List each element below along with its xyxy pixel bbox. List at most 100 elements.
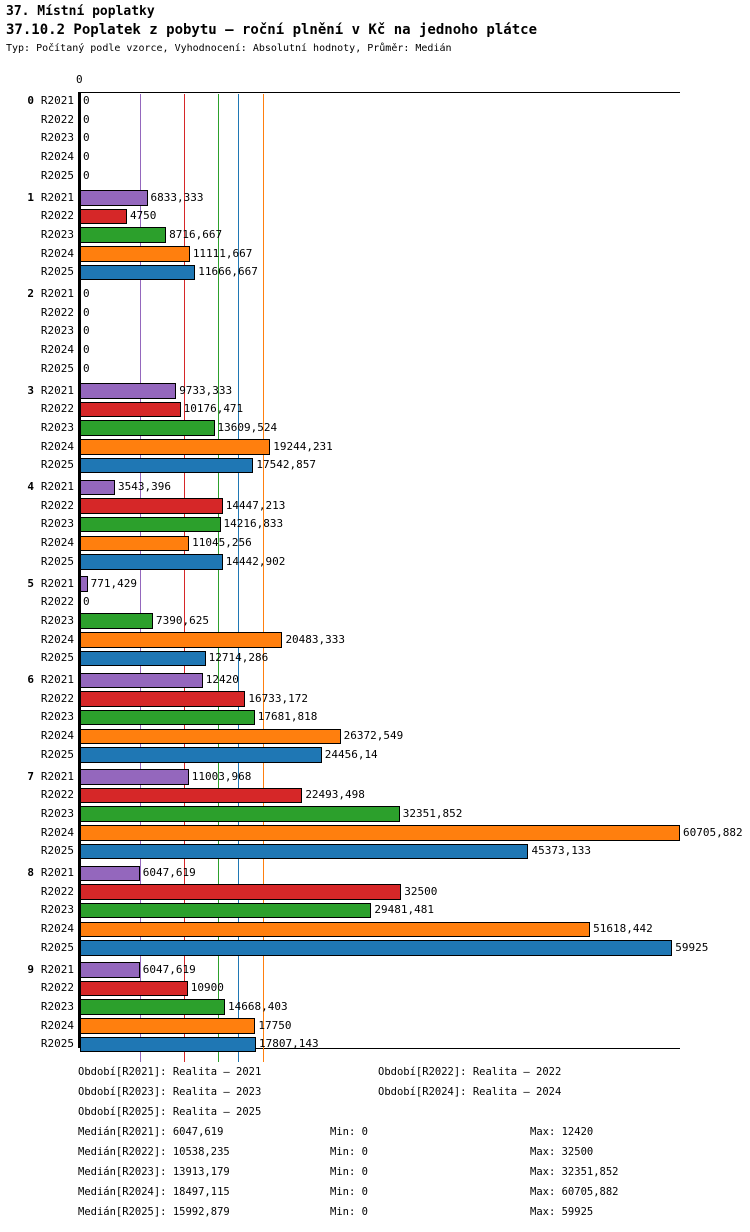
bar-r2024[interactable] — [80, 1018, 256, 1034]
group-label: 5 — [27, 576, 34, 590]
bar-value-label: 0 — [83, 150, 90, 164]
row-label-r2024: R2024 — [40, 729, 74, 743]
chart-row: R2022 16733,172 — [0, 690, 750, 709]
stat-min: Min: 0 — [330, 1166, 368, 1178]
bar-r2021[interactable] — [80, 672, 203, 688]
bar-value-label: 14216,833 — [223, 517, 284, 531]
chart-row: R2021 12420 — [0, 671, 750, 690]
bar-value-label: 12420 — [205, 673, 239, 686]
stats-row: Medián[R2021]: 6047,619 Min: 0 Max: 12420 — [0, 1122, 750, 1142]
bar-r2022[interactable] — [80, 980, 188, 997]
bar-r2024[interactable] — [80, 246, 190, 262]
bar-r2024[interactable] — [80, 535, 190, 552]
chart-row: R2022 0 — [0, 304, 750, 323]
chart-row: R2025 12714,286 — [0, 649, 750, 668]
bar-r2025[interactable] — [80, 457, 254, 474]
bar-r2023[interactable] — [80, 613, 154, 629]
bar-r2022[interactable] — [80, 691, 246, 707]
bar-value-label: 9733,333 — [179, 383, 233, 397]
bar-r2025[interactable] — [80, 843, 529, 860]
group-label: 1 — [27, 190, 34, 204]
bar-value-label: 0 — [83, 305, 90, 319]
bar-r2022[interactable] — [80, 498, 223, 514]
bar-value-label: 16733,172 — [248, 691, 308, 705]
chart-row: R2025 45373,133 — [0, 842, 750, 861]
bar-value-label: 20483,333 — [285, 632, 346, 646]
bar-value-label: 11111,667 — [192, 246, 253, 260]
bar-r2023[interactable] — [80, 709, 255, 726]
bar-r2023[interactable] — [80, 227, 167, 243]
row-label-r2025: R2025 — [40, 458, 74, 472]
bar-r2025[interactable] — [80, 747, 322, 763]
stats-row: Medián[R2025]: 15992,879 Min: 0 Max: 59925 — [0, 1202, 750, 1222]
chart-row: R2025 0 — [0, 167, 750, 186]
chart-row: R2022 22493,498 — [0, 786, 750, 805]
bar-r2025[interactable] — [80, 264, 196, 281]
bar-r2024[interactable] — [80, 921, 591, 938]
bar-value-label: 11666,667 — [198, 265, 258, 279]
bar-r2021[interactable] — [80, 190, 148, 206]
chart-row: R2023 0 — [0, 322, 750, 341]
bar-r2024[interactable] — [80, 728, 341, 745]
stats-row: Medián[R2024]: 18497,115 Min: 0 Max: 60705… — [0, 1182, 750, 1202]
legend-entry: Období[R2023]: Realita – 2023 — [78, 1086, 262, 1098]
bar-value-label: 17681,818 — [257, 710, 318, 724]
bar-value-label: 6833,333 — [150, 190, 204, 204]
row-label-r2022: R2022 — [40, 112, 74, 126]
bar-value-label: 3543,396 — [118, 480, 171, 493]
chart-row: R2022 14447,213 — [0, 497, 750, 516]
bar-value-label: 0 — [83, 94, 90, 107]
group-label: 7 — [27, 769, 34, 783]
row-label-r2022: R2022 — [40, 595, 74, 609]
group-label: 4 — [27, 480, 34, 494]
bar-r2023[interactable] — [80, 420, 215, 436]
row-label-r2021: R2021 — [40, 673, 74, 686]
bar-value-label: 32500 — [404, 884, 438, 898]
row-label-r2024: R2024 — [40, 1018, 74, 1032]
median-line-r2023 — [217, 94, 219, 1062]
bar-r2022[interactable] — [80, 884, 402, 900]
bar-r2023[interactable] — [80, 806, 400, 822]
bar-r2025[interactable] — [80, 940, 673, 956]
stat-min: Min: 0 — [330, 1186, 368, 1198]
row-label-r2023: R2023 — [40, 517, 74, 531]
median-line-r2022 — [184, 94, 186, 1062]
bar-r2022[interactable] — [80, 208, 127, 225]
bar-r2025[interactable] — [80, 1036, 256, 1053]
bar-r2021[interactable] — [80, 479, 116, 495]
bar-r2024[interactable] — [80, 439, 271, 455]
group-label: 3 — [27, 383, 34, 397]
legend-entry: Období[R2024]: Realita – 2024 — [378, 1086, 562, 1098]
bar-r2025[interactable] — [80, 554, 223, 570]
group-label: 9 — [27, 962, 34, 976]
bar-r2021[interactable] — [80, 865, 140, 881]
bar-r2025[interactable] — [80, 650, 206, 667]
row-label-r2024: R2024 — [40, 246, 74, 260]
bar-r2022[interactable] — [80, 401, 181, 418]
chart-row: R2023 8716,667 — [0, 226, 750, 245]
page-header: 37. Místní poplatky 37.10.2 Poplatek z p… — [0, 0, 750, 56]
bar-r2023[interactable] — [80, 902, 372, 919]
bar-r2022[interactable] — [80, 787, 303, 804]
bar-r2021[interactable] — [80, 769, 189, 785]
chart-top-border — [80, 92, 680, 93]
bar-r2021[interactable] — [80, 576, 88, 592]
bar-r2024[interactable] — [80, 632, 283, 648]
chart-row: R2025 59925 — [0, 939, 750, 958]
row-label-r2022: R2022 — [40, 981, 74, 995]
row-label-r2023: R2023 — [40, 806, 74, 820]
chart-row: R2021 9733,333 — [0, 382, 750, 401]
row-label-r2024: R2024 — [40, 343, 74, 357]
bar-r2024[interactable] — [80, 825, 680, 841]
bar-r2021[interactable] — [80, 962, 140, 978]
bar-value-label: 771,429 — [90, 576, 137, 590]
legend-entry: Období[R2025]: Realita – 2025 — [78, 1106, 262, 1118]
bar-r2023[interactable] — [80, 999, 225, 1015]
bar-r2023[interactable] — [80, 516, 221, 533]
row-label-r2025: R2025 — [40, 265, 74, 279]
bar-r2021[interactable] — [80, 383, 177, 399]
chart-row: R2023 14668,403 — [0, 998, 750, 1017]
row-label-r2024: R2024 — [40, 439, 74, 453]
chart-bottom-border — [80, 1048, 680, 1049]
group-label: 6 — [27, 673, 34, 687]
